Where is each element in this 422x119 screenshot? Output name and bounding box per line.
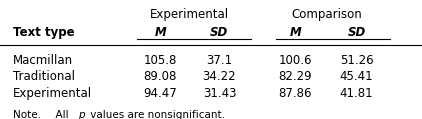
Text: Text type: Text type bbox=[13, 26, 74, 39]
Text: 31.43: 31.43 bbox=[203, 87, 236, 100]
Text: M: M bbox=[289, 26, 301, 39]
Text: Experimental: Experimental bbox=[13, 87, 92, 100]
Text: SD: SD bbox=[347, 26, 366, 39]
Text: Macmillan: Macmillan bbox=[13, 54, 73, 67]
Text: 34.22: 34.22 bbox=[203, 70, 236, 83]
Text: values are nonsignificant.: values are nonsignificant. bbox=[87, 110, 225, 119]
Text: 87.86: 87.86 bbox=[279, 87, 312, 100]
Text: M: M bbox=[154, 26, 166, 39]
Text: Note.: Note. bbox=[13, 110, 41, 119]
Text: p: p bbox=[78, 110, 85, 119]
Text: 89.08: 89.08 bbox=[143, 70, 177, 83]
Text: 51.26: 51.26 bbox=[340, 54, 373, 67]
Text: All: All bbox=[49, 110, 72, 119]
Text: Experimental: Experimental bbox=[150, 8, 230, 21]
Text: 94.47: 94.47 bbox=[143, 87, 177, 100]
Text: SD: SD bbox=[210, 26, 229, 39]
Text: Traditional: Traditional bbox=[13, 70, 75, 83]
Text: 100.6: 100.6 bbox=[279, 54, 312, 67]
Text: 41.81: 41.81 bbox=[340, 87, 373, 100]
Text: 105.8: 105.8 bbox=[143, 54, 177, 67]
Text: 82.29: 82.29 bbox=[279, 70, 312, 83]
Text: 37.1: 37.1 bbox=[206, 54, 233, 67]
Text: Comparison: Comparison bbox=[292, 8, 362, 21]
Text: 45.41: 45.41 bbox=[340, 70, 373, 83]
